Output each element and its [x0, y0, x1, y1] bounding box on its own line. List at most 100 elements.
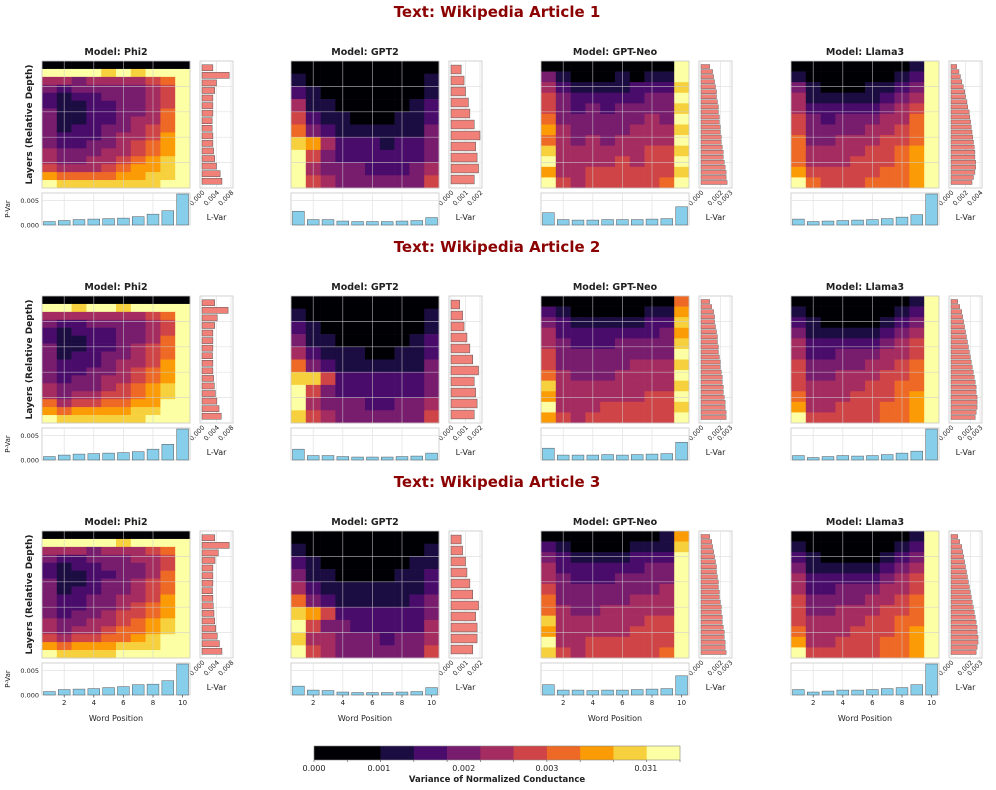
heatmap-cell: [350, 296, 366, 309]
heatmap-cell: [160, 391, 176, 400]
pvar-bar: [851, 219, 864, 226]
heatmap-cell: [160, 140, 176, 149]
heatmap-cell: [850, 583, 866, 595]
pvar-bar: [616, 454, 629, 461]
heatmap-cell: [924, 401, 940, 413]
heatmap-cell: [820, 370, 836, 381]
heatmap-cell: [541, 380, 557, 392]
heatmap-cell: [379, 73, 395, 87]
heatmap-cell: [674, 124, 690, 136]
x-tick-label: 6: [870, 699, 875, 707]
heatmap-cell: [850, 615, 866, 627]
lvar-bar: [700, 79, 715, 84]
lvar-bar: [950, 630, 978, 635]
heatmap-cell: [820, 166, 836, 178]
heatmap-cell: [570, 61, 586, 72]
heatmap-cell: [409, 99, 425, 113]
lvar-bar: [950, 405, 978, 410]
heatmap-cell: [850, 156, 866, 168]
lvar-bar: [950, 349, 970, 355]
lvar-bar: [201, 125, 213, 132]
heatmap-cell: [101, 570, 117, 579]
heatmap-cell: [850, 166, 866, 178]
heatmap-cell: [424, 359, 440, 373]
pvar-bar: [307, 689, 320, 696]
heatmap-cell: [379, 384, 395, 398]
lvar-bar: [950, 104, 968, 110]
heatmap-cell: [175, 650, 191, 659]
heatmap-cell: [350, 531, 366, 544]
heatmap-cell: [42, 132, 58, 141]
lvar-bar: [950, 539, 960, 544]
x-tick-label: 2: [62, 699, 66, 707]
heatmap-cell: [791, 166, 807, 178]
heatmap-cell: [850, 605, 866, 616]
pvar-bar: [851, 689, 864, 696]
heatmap-cell: [424, 346, 440, 360]
heatmap-cell: [541, 412, 557, 424]
heatmap-cell: [42, 407, 58, 416]
lvar-bar: [700, 175, 727, 180]
heatmap-cell: [600, 61, 616, 72]
heatmap-cell: [379, 372, 395, 386]
lvar-bar: [201, 564, 214, 572]
heatmap-cell: [570, 412, 586, 424]
panel-title: Model: GPT-Neo: [573, 282, 658, 293]
heatmap-cell: [71, 84, 87, 94]
lvar-bar: [950, 139, 974, 145]
pvar-bar: [351, 221, 364, 226]
heatmap-cell: [924, 166, 940, 178]
heatmap-cell: [424, 111, 440, 125]
heatmap-cell: [541, 562, 557, 574]
heatmap-cell: [570, 317, 586, 329]
pvar-bar: [321, 219, 335, 226]
heatmap-cell: [130, 108, 146, 117]
heatmap-cell: [850, 145, 866, 157]
heatmap-cell: [570, 156, 586, 168]
panel-title: Model: GPT2: [331, 282, 398, 293]
lvar-bar: [700, 150, 724, 155]
y-axis-label: Layers (Relative Depth): [25, 299, 35, 419]
heatmap-cell: [71, 92, 87, 101]
heatmap-cell: [879, 296, 895, 307]
heatmap-cell: [379, 61, 395, 74]
heatmap-cell: [850, 348, 866, 360]
lvar-bar: [700, 410, 727, 415]
heatmap-cell: [600, 615, 616, 627]
x-tick-label: 10: [927, 699, 936, 707]
heatmap-cell: [409, 321, 425, 335]
heatmap-cell: [600, 391, 616, 403]
heatmap-cell: [850, 177, 866, 189]
lvar-bar: [700, 594, 720, 600]
heatmap-cell: [659, 327, 675, 339]
lvar-bar: [700, 109, 719, 115]
heatmap-cell: [379, 410, 395, 424]
heatmap-cell: [541, 113, 557, 125]
heatmap-cell: [879, 380, 895, 392]
panel-title: Model: GPT2: [331, 47, 398, 58]
heatmap-frame: [540, 530, 690, 659]
heatmap-cell: [570, 338, 586, 350]
heatmap-cell: [130, 61, 146, 70]
heatmap-cell: [674, 562, 690, 574]
heatmap-cell: [541, 296, 557, 307]
lvar-bar: [950, 645, 978, 650]
lvar-label: L-Var: [706, 683, 726, 692]
heatmap-cell: [175, 602, 191, 611]
pvar-bar: [601, 689, 614, 696]
heatmap-cell: [101, 531, 117, 540]
heatmap-cell: [674, 327, 690, 339]
heatmap-frame: [41, 60, 191, 189]
heatmap-cell: [379, 175, 395, 189]
lvar-bar: [700, 640, 726, 645]
heatmap-cell: [130, 554, 146, 564]
pvar-bar: [571, 454, 585, 461]
heatmap-cell: [160, 343, 176, 352]
heatmap-cell: [101, 76, 117, 86]
heatmap-cell: [71, 562, 87, 571]
heatmap-cell: [160, 84, 176, 94]
